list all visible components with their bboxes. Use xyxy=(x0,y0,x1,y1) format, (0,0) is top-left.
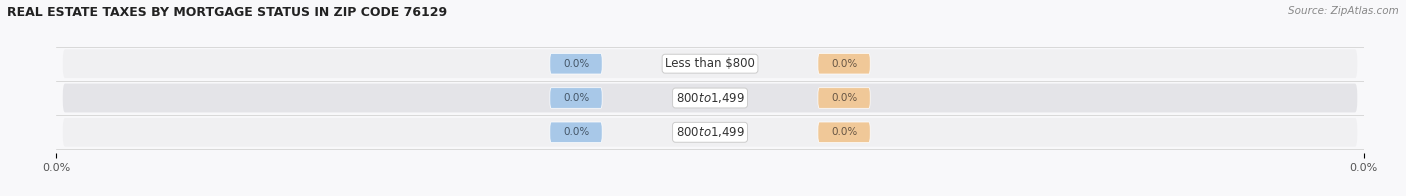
FancyBboxPatch shape xyxy=(63,118,1357,147)
FancyBboxPatch shape xyxy=(550,54,602,74)
Text: 0.0%: 0.0% xyxy=(831,59,858,69)
Text: $800 to $1,499: $800 to $1,499 xyxy=(675,91,745,105)
Text: Source: ZipAtlas.com: Source: ZipAtlas.com xyxy=(1288,6,1399,16)
FancyBboxPatch shape xyxy=(550,122,602,143)
Text: 0.0%: 0.0% xyxy=(562,127,589,137)
FancyBboxPatch shape xyxy=(818,122,870,143)
Text: $800 to $1,499: $800 to $1,499 xyxy=(675,125,745,139)
FancyBboxPatch shape xyxy=(63,84,1357,113)
Text: 0.0%: 0.0% xyxy=(562,93,589,103)
FancyBboxPatch shape xyxy=(63,49,1357,78)
FancyBboxPatch shape xyxy=(550,88,602,108)
Text: 0.0%: 0.0% xyxy=(562,59,589,69)
Text: 0.0%: 0.0% xyxy=(831,93,858,103)
Text: REAL ESTATE TAXES BY MORTGAGE STATUS IN ZIP CODE 76129: REAL ESTATE TAXES BY MORTGAGE STATUS IN … xyxy=(7,6,447,19)
FancyBboxPatch shape xyxy=(818,54,870,74)
Text: 0.0%: 0.0% xyxy=(831,127,858,137)
Text: Less than $800: Less than $800 xyxy=(665,57,755,70)
FancyBboxPatch shape xyxy=(818,88,870,108)
